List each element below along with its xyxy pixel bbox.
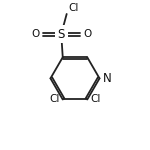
Text: S: S: [58, 28, 65, 41]
Text: O: O: [83, 29, 92, 39]
Text: N: N: [103, 72, 112, 85]
Text: O: O: [31, 29, 39, 39]
Text: Cl: Cl: [90, 94, 100, 105]
Text: Cl: Cl: [68, 3, 79, 13]
Text: Cl: Cl: [50, 94, 60, 105]
